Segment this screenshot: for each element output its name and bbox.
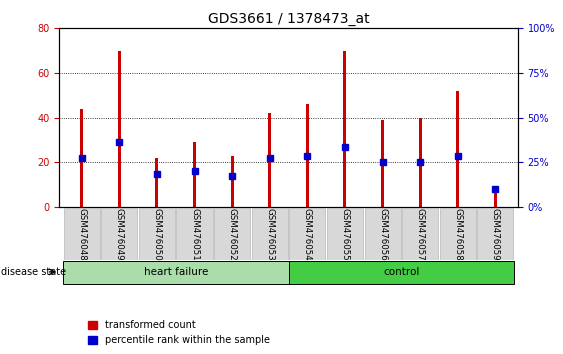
FancyBboxPatch shape <box>289 207 325 260</box>
Bar <box>231 156 234 207</box>
FancyBboxPatch shape <box>477 207 513 260</box>
FancyBboxPatch shape <box>63 261 288 284</box>
Text: GSM476059: GSM476059 <box>491 208 500 261</box>
Text: GSM476053: GSM476053 <box>265 208 274 261</box>
Legend: transformed count, percentile rank within the sample: transformed count, percentile rank withi… <box>84 316 274 349</box>
Title: GDS3661 / 1378473_at: GDS3661 / 1378473_at <box>208 12 369 26</box>
FancyBboxPatch shape <box>64 207 100 260</box>
FancyBboxPatch shape <box>288 261 514 284</box>
FancyBboxPatch shape <box>176 207 213 260</box>
FancyBboxPatch shape <box>214 207 250 260</box>
Text: GSM476058: GSM476058 <box>453 208 462 261</box>
Bar <box>343 51 346 207</box>
FancyBboxPatch shape <box>139 207 175 260</box>
Bar <box>381 120 384 207</box>
Text: GSM476052: GSM476052 <box>227 208 236 261</box>
Text: GSM476051: GSM476051 <box>190 208 199 261</box>
Bar <box>80 109 83 207</box>
Bar <box>155 158 158 207</box>
Bar <box>306 104 309 207</box>
FancyBboxPatch shape <box>101 207 137 260</box>
Text: GSM476057: GSM476057 <box>415 208 425 261</box>
Bar <box>456 91 459 207</box>
Text: GSM476048: GSM476048 <box>77 208 86 261</box>
Bar <box>193 142 196 207</box>
Text: GSM476050: GSM476050 <box>153 208 162 261</box>
Text: GSM476054: GSM476054 <box>303 208 312 261</box>
FancyBboxPatch shape <box>440 207 476 260</box>
FancyBboxPatch shape <box>252 207 288 260</box>
Text: GSM476055: GSM476055 <box>341 208 350 261</box>
FancyBboxPatch shape <box>402 207 438 260</box>
Bar <box>118 51 121 207</box>
Text: disease state: disease state <box>1 267 66 277</box>
Text: heart failure: heart failure <box>144 267 208 277</box>
Text: control: control <box>383 267 419 277</box>
Text: GSM476049: GSM476049 <box>115 208 124 261</box>
Bar <box>268 113 271 207</box>
Bar <box>419 118 422 207</box>
Bar <box>494 189 497 207</box>
FancyBboxPatch shape <box>364 207 401 260</box>
Text: GSM476056: GSM476056 <box>378 208 387 261</box>
FancyBboxPatch shape <box>327 207 363 260</box>
